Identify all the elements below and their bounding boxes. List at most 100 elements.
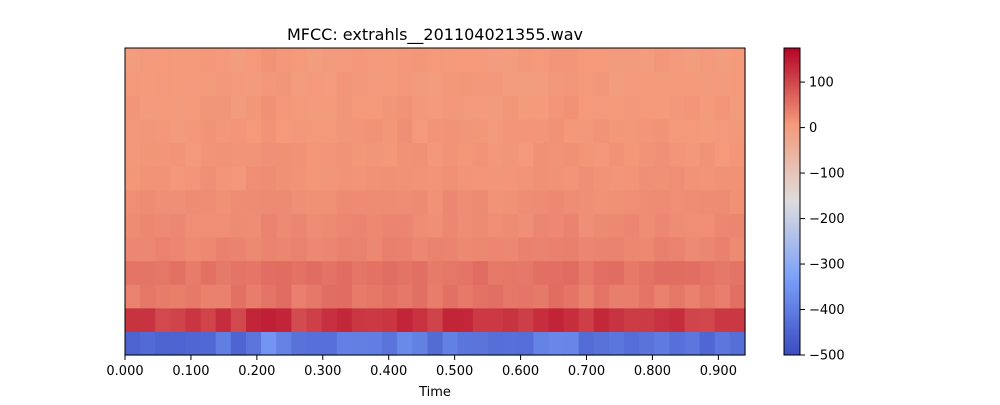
heatmap-cell <box>442 118 459 144</box>
heatmap-cell <box>472 331 489 356</box>
heatmap-cell <box>155 260 171 285</box>
heatmap-cell <box>215 331 232 356</box>
heatmap-cell <box>654 142 670 167</box>
heatmap-cell <box>261 95 277 120</box>
heatmap-cell <box>684 48 701 73</box>
heatmap-cell <box>669 307 686 332</box>
heatmap-cell <box>276 71 292 96</box>
heatmap-cell <box>200 260 217 285</box>
heatmap-cell <box>639 142 655 167</box>
heatmap-cell <box>442 331 459 356</box>
heatmap-cell <box>230 48 247 73</box>
colorbar <box>783 47 801 356</box>
heatmap-cell <box>442 307 459 332</box>
heatmap-cell <box>215 236 232 262</box>
heatmap-cell <box>140 71 156 96</box>
heatmap-cell <box>533 284 550 309</box>
heatmap-cell <box>412 71 429 96</box>
heatmap-cell <box>397 213 413 238</box>
colorbar-tick-label: −100 <box>809 167 845 182</box>
heatmap-cell <box>336 284 353 309</box>
heatmap-cell <box>503 166 519 191</box>
heatmap-cell <box>321 71 338 96</box>
heatmap-cell <box>230 95 247 120</box>
heatmap-cell <box>639 48 655 73</box>
heatmap-cell <box>639 118 655 144</box>
heatmap-cell <box>624 307 640 332</box>
heatmap-cell <box>427 284 444 309</box>
heatmap-cell <box>261 260 277 285</box>
heatmap-cell <box>518 284 534 309</box>
heatmap-cell <box>155 284 171 309</box>
heatmap-cell <box>261 48 277 73</box>
heatmap-cell <box>261 213 277 238</box>
heatmap-cell <box>366 95 383 120</box>
heatmap-cell <box>533 307 550 332</box>
heatmap-cell <box>200 71 217 96</box>
heatmap-cell <box>578 284 595 309</box>
heatmap-cell <box>215 307 232 332</box>
heatmap-cell <box>729 236 746 262</box>
heatmap-cell <box>654 48 670 73</box>
heatmap-cell <box>608 118 625 144</box>
heatmap-cell <box>608 236 625 262</box>
heatmap-cell <box>291 307 308 332</box>
heatmap-cell <box>518 95 534 120</box>
heatmap-cell <box>261 236 277 262</box>
heatmap-cell <box>351 189 368 214</box>
heatmap-cell <box>125 71 141 96</box>
heatmap-cell <box>321 95 338 120</box>
heatmap-cell <box>427 95 444 120</box>
heatmap-cell <box>366 284 383 309</box>
heatmap-cell <box>593 236 610 262</box>
heatmap-cell <box>472 236 489 262</box>
heatmap-cell <box>624 166 640 191</box>
heatmap-cell <box>125 142 141 167</box>
heatmap-cell <box>170 118 187 144</box>
heatmap-cell <box>366 331 383 356</box>
heatmap-cell <box>291 236 308 262</box>
heatmap-cell <box>230 284 247 309</box>
heatmap-cell <box>230 142 247 167</box>
heatmap-cell <box>427 307 444 332</box>
heatmap-cell <box>699 284 716 309</box>
heatmap-cell <box>291 142 308 167</box>
heatmap-cell <box>578 236 595 262</box>
heatmap-cell <box>548 260 565 285</box>
heatmap-cell <box>336 48 353 73</box>
heatmap-cell <box>684 236 701 262</box>
heatmap-cell <box>714 71 731 96</box>
heatmap-cell <box>578 118 595 144</box>
heatmap-cell <box>563 260 580 285</box>
heatmap-cell <box>261 71 277 96</box>
heatmap-cell <box>548 331 565 356</box>
heatmap-cell <box>185 236 202 262</box>
heatmap-cell <box>563 213 580 238</box>
heatmap-cell <box>125 48 141 73</box>
heatmap-cell <box>397 118 413 144</box>
heatmap-cell <box>200 95 217 120</box>
heatmap-cell <box>321 213 338 238</box>
heatmap-cell <box>669 331 686 356</box>
heatmap-cell <box>684 142 701 167</box>
heatmap-cell <box>170 307 187 332</box>
heatmap-cell <box>306 95 323 120</box>
heatmap-cell <box>412 118 429 144</box>
heatmap-cell <box>155 331 171 356</box>
heatmap-cell <box>366 48 383 73</box>
heatmap-cell <box>291 189 308 214</box>
colorbar-tick-label: −300 <box>809 258 845 273</box>
heatmap-cell <box>578 142 595 167</box>
heatmap-cell <box>382 331 398 356</box>
heatmap-cell <box>684 260 701 285</box>
heatmap-cell <box>714 189 731 214</box>
x-tick-label: 0.900 <box>700 364 737 379</box>
heatmap-cell <box>563 142 580 167</box>
heatmap-cell <box>714 48 731 73</box>
heatmap-cell <box>397 166 413 191</box>
heatmap-cell <box>684 95 701 120</box>
heatmap-cell <box>170 284 187 309</box>
heatmap-cell <box>699 142 716 167</box>
heatmap-cell <box>397 260 413 285</box>
heatmap-cell <box>140 236 156 262</box>
